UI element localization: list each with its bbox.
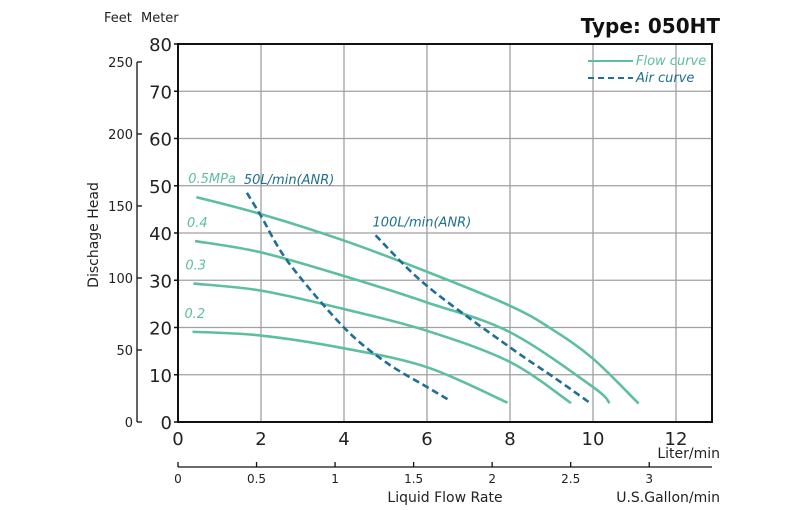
flow-curve-04 xyxy=(194,239,611,405)
y-tick-label: 80 xyxy=(149,35,172,56)
y-tick-label: 30 xyxy=(149,271,172,292)
flow-curve-02 xyxy=(192,330,509,404)
gallon-tick-label: 1 xyxy=(331,472,339,486)
gallon-tick-label: 0.5 xyxy=(247,472,266,486)
air-curve xyxy=(245,192,451,402)
flow-curve-label: 0.2 xyxy=(185,307,206,322)
gallon-tick-label: 3 xyxy=(645,472,653,486)
grid xyxy=(178,44,712,422)
x-tick-label: 12 xyxy=(665,429,688,450)
x-tick-label: 6 xyxy=(421,429,432,450)
x-tick-label: 8 xyxy=(504,429,515,450)
y-tick-label: 70 xyxy=(149,82,172,103)
feet-tick-label: 150 xyxy=(108,200,133,215)
x2-unit-gallon: U.S.Gallon/min xyxy=(616,490,720,506)
flow-curve-label: 0.4 xyxy=(187,216,208,231)
flow-curve-03 xyxy=(193,282,572,405)
feet-tick-label: 250 xyxy=(108,56,133,71)
legend: Flow curve Air curve xyxy=(588,54,706,86)
x-tick-label: 4 xyxy=(338,429,349,450)
y-tick-label: 0 xyxy=(161,413,172,434)
gallon-tick-label: 0 xyxy=(174,472,182,486)
x-unit-liter: Liter/min xyxy=(657,446,720,462)
x-axis-label: Liquid Flow Rate xyxy=(387,490,502,506)
axes: 0 2 4 6 8 10 120102030405060708005010015020025… xyxy=(108,35,713,486)
y-tick-label: 50 xyxy=(149,177,172,198)
flow-curve-label: 0.3 xyxy=(185,259,206,274)
flow-curve-label: 0.5MPa xyxy=(188,172,236,187)
air-curve-label: 100L/min(ANR) xyxy=(373,215,472,230)
air-curve xyxy=(374,234,592,405)
legend-air-label: Air curve xyxy=(635,71,694,86)
y-unit-feet: Feet xyxy=(104,11,132,26)
feet-tick-label: 0 xyxy=(125,416,133,431)
air-curve-label: 50L/min(ANR) xyxy=(244,173,334,188)
y-tick-label: 40 xyxy=(149,224,172,245)
x-tick-label: 2 xyxy=(255,429,266,450)
y-axis-label: Dischage Head xyxy=(86,182,102,288)
gallon-tick-label: 2.5 xyxy=(561,472,580,486)
feet-tick-label: 50 xyxy=(116,344,133,359)
flow-curve-05MPa xyxy=(195,195,640,405)
curves: 0.5MPa 0.4 0.3 0.2 50L/min(ANR) 100L/min(ANR) xyxy=(185,172,640,405)
y-tick-label: 20 xyxy=(149,319,172,340)
gallon-tick-label: 2 xyxy=(488,472,496,486)
x-tick-label: 0 xyxy=(172,429,183,450)
feet-tick-label: 100 xyxy=(108,272,133,287)
gallon-tick-label: 1.5 xyxy=(404,472,423,486)
y-tick-label: 10 xyxy=(149,366,172,387)
y-unit-meter: Meter xyxy=(141,11,179,26)
chart-title: Type: 050HT xyxy=(581,14,721,38)
x-tick-label: 10 xyxy=(582,429,605,450)
feet-tick-label: 200 xyxy=(108,128,133,143)
y-tick-label: 60 xyxy=(149,130,172,151)
legend-flow-label: Flow curve xyxy=(636,54,706,69)
